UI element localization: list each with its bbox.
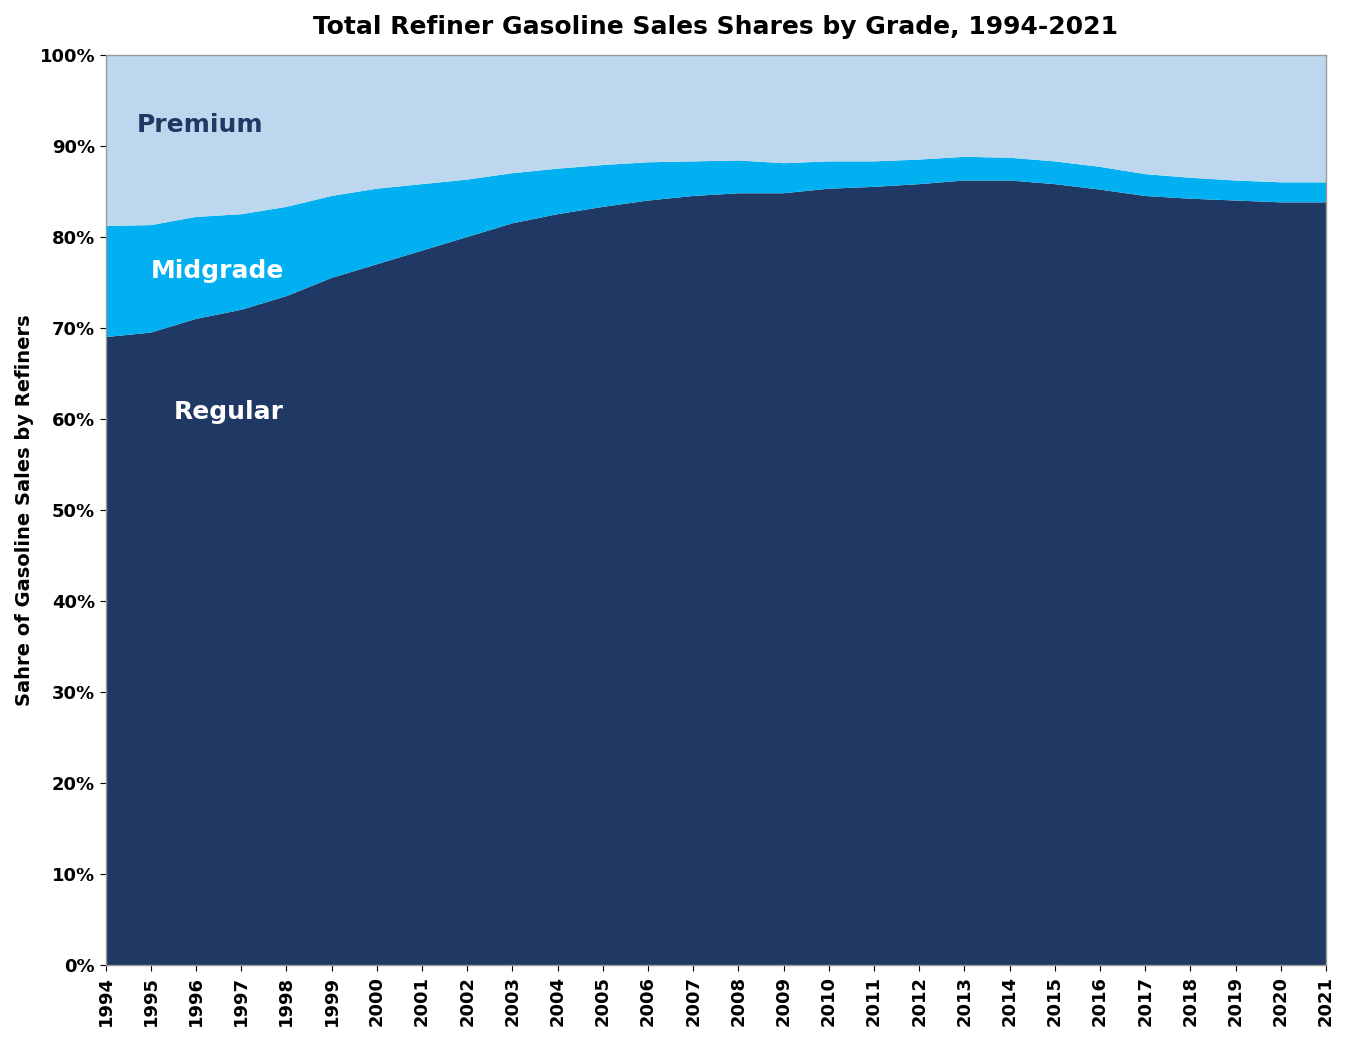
Y-axis label: Sahre of Gasoline Sales by Refiners: Sahre of Gasoline Sales by Refiners	[15, 314, 34, 706]
Title: Total Refiner Gasoline Sales Shares by Grade, 1994-2021: Total Refiner Gasoline Sales Shares by G…	[313, 15, 1118, 39]
Text: Regular: Regular	[173, 400, 284, 424]
Text: Midgrade: Midgrade	[151, 259, 284, 283]
Text: Premium: Premium	[138, 113, 263, 137]
